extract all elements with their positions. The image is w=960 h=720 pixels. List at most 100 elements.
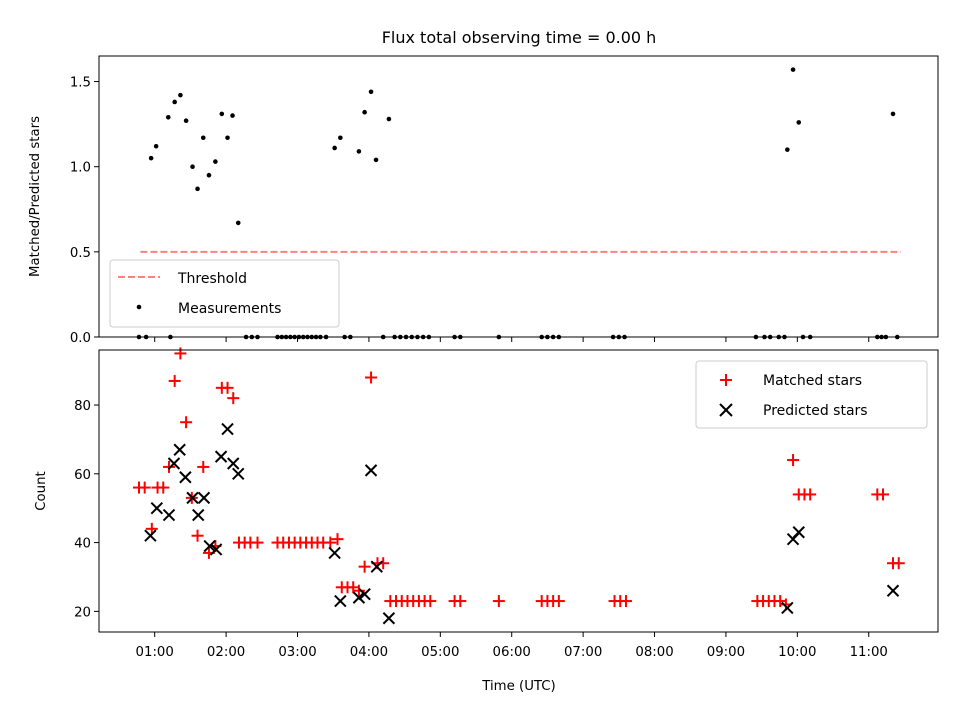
predicted-star-point bbox=[203, 539, 216, 553]
measurement-point bbox=[148, 155, 154, 161]
bottom-y-ticks: 20 40 60 80 bbox=[74, 399, 99, 620]
measurement-point bbox=[206, 172, 212, 178]
measurement-point bbox=[230, 113, 235, 118]
matched-star-point bbox=[168, 374, 181, 387]
matched-star-point bbox=[877, 488, 890, 501]
matched-star-point bbox=[358, 560, 371, 573]
top-y-axis-label: Matched/Predicted stars bbox=[28, 116, 43, 277]
matched-star-point bbox=[191, 529, 204, 542]
x-tick-label: 02:00 bbox=[207, 645, 245, 660]
matched-star-point bbox=[352, 584, 365, 597]
predicted-star-point bbox=[370, 560, 383, 573]
measurement-point bbox=[362, 109, 367, 115]
matched-star-point bbox=[180, 416, 193, 429]
chart-title: Flux total observing time = 0.00 h bbox=[382, 28, 657, 47]
predicted-star-point bbox=[197, 491, 211, 505]
legend-threshold-label: Threshold bbox=[177, 271, 247, 287]
matched-star-point bbox=[174, 347, 187, 360]
predicted-star-point bbox=[792, 526, 805, 539]
predicted-star-point bbox=[214, 450, 228, 463]
measurement-point bbox=[796, 120, 802, 125]
measurement-point bbox=[890, 111, 896, 117]
matched-star-point bbox=[221, 381, 234, 394]
x-tick-label: 09:00 bbox=[707, 645, 745, 660]
measurement-point bbox=[790, 67, 796, 72]
matched-star-point bbox=[197, 460, 210, 473]
predicted-star-point bbox=[221, 422, 234, 436]
matched-star-point bbox=[227, 392, 240, 405]
y-tick-label: 20 bbox=[74, 605, 91, 620]
matched-star-point bbox=[162, 460, 175, 473]
legend-matched-label: Matched stars bbox=[763, 373, 862, 389]
predicted-star-point bbox=[328, 546, 341, 560]
x-tick-label: 06:00 bbox=[493, 645, 531, 660]
y-tick-label: 1.0 bbox=[70, 161, 91, 176]
top-legend: Threshold Measurements bbox=[109, 259, 340, 328]
x-tick-label: 01:00 bbox=[136, 645, 174, 660]
top-axes: 0.0 0.5 1.0 1.5 Matched/Predicted stars Thr… bbox=[28, 55, 939, 346]
y-tick-label: 80 bbox=[74, 399, 91, 414]
matched-star-point bbox=[787, 454, 800, 467]
measurement-point bbox=[219, 111, 225, 117]
predicted-star-point bbox=[186, 491, 199, 505]
predicted-star-point bbox=[781, 601, 794, 615]
measurement-point bbox=[190, 164, 195, 169]
y-tick-label: 40 bbox=[74, 537, 91, 552]
x-tick-label: 05:00 bbox=[421, 645, 459, 660]
predicted-star-point bbox=[167, 457, 181, 470]
predicted-star-point bbox=[173, 443, 186, 456]
predicted-star-point bbox=[150, 501, 164, 515]
predicted-star-point bbox=[144, 529, 157, 542]
measurement-point bbox=[172, 99, 177, 105]
y-tick-label: 0.5 bbox=[70, 246, 91, 261]
matched-star-point bbox=[365, 371, 378, 384]
matched-star-point bbox=[492, 595, 505, 608]
matched-star-point bbox=[331, 533, 344, 546]
matched-star-point bbox=[619, 595, 632, 608]
bottom-plot-area bbox=[132, 347, 905, 625]
matched-star-point bbox=[145, 522, 158, 535]
predicted-star-point bbox=[179, 471, 192, 484]
predicted-star-point bbox=[358, 587, 371, 601]
bottom-legend: Matched stars Predicted stars bbox=[695, 360, 928, 429]
matched-star-point bbox=[138, 481, 151, 494]
predicted-star-point bbox=[352, 591, 366, 604]
predicted-star-point bbox=[192, 508, 205, 522]
measurement-point bbox=[235, 220, 241, 226]
predicted-star-point bbox=[334, 594, 347, 608]
measurement-point bbox=[338, 135, 343, 141]
matched-star-point bbox=[892, 557, 905, 570]
measurement-point bbox=[332, 145, 337, 151]
measurement-point bbox=[195, 186, 200, 192]
matched-star-point bbox=[804, 488, 817, 501]
measurement-point bbox=[200, 135, 206, 141]
matched-star-point bbox=[424, 595, 437, 608]
legend-measurements-marker bbox=[136, 304, 142, 310]
predicted-star-point bbox=[232, 467, 245, 481]
matched-star-point bbox=[454, 595, 467, 608]
matched-star-point bbox=[324, 536, 337, 549]
legend-measurements-label: Measurements bbox=[178, 301, 281, 317]
measurement-point bbox=[213, 159, 218, 164]
legend-predicted-marker bbox=[719, 403, 733, 417]
measurement-point bbox=[368, 89, 374, 95]
predicted-star-point bbox=[364, 464, 378, 477]
measurement-point bbox=[373, 157, 379, 163]
top-legend-box bbox=[109, 259, 340, 328]
top-x-ticks bbox=[154, 337, 870, 342]
x-tick-label: 07:00 bbox=[564, 645, 602, 660]
measurement-point bbox=[356, 149, 362, 154]
bottom-legend-box bbox=[695, 360, 928, 429]
bottom-axes-frame bbox=[98, 349, 939, 633]
x-tick-label: 10:00 bbox=[778, 645, 816, 660]
y-tick-label: 60 bbox=[74, 468, 91, 483]
y-tick-label: 1.5 bbox=[70, 76, 91, 91]
predicted-star-point bbox=[227, 457, 240, 470]
measurement-point bbox=[165, 115, 171, 120]
x-tick-label: 04:00 bbox=[350, 645, 388, 660]
predicted-star-point bbox=[209, 543, 223, 556]
measurement-point bbox=[386, 116, 392, 122]
measurement-point bbox=[785, 147, 790, 152]
